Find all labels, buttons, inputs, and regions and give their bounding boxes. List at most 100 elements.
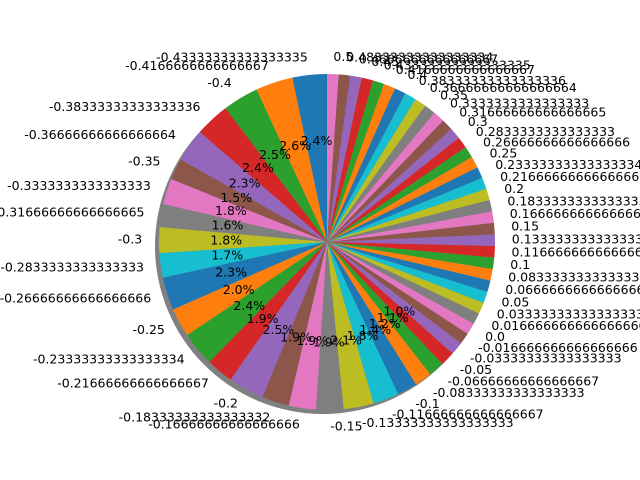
pie-slice [327, 120, 452, 242]
pie-slice [327, 77, 373, 243]
pie-slice [327, 80, 385, 242]
pie-slice [327, 242, 488, 303]
slice-label: 0.48333333333333334 [346, 50, 493, 65]
pie-slice [327, 128, 459, 242]
slice-labels: -0.43333333333333335-0.4166666666666667 -… [0, 49, 640, 433]
slice-label: -0.16666666666666666 [148, 416, 300, 431]
slice-label: 0.31666666666666665 [459, 104, 606, 119]
slice-label: 0.4166666666666667 [396, 62, 535, 77]
pie-slice [327, 177, 487, 242]
slice-label: -0.23333333333333334 [33, 351, 185, 366]
pie-slice [288, 242, 327, 410]
percent-label: 1.8% [210, 232, 242, 247]
pie-slice [327, 242, 495, 258]
pie-slice [327, 199, 493, 242]
slice-label: 0.18333333333333332 [507, 193, 640, 208]
slice-label: -0.43333333333333335 [156, 50, 308, 65]
pie-slice [292, 74, 327, 242]
pie-slice [173, 242, 327, 336]
slice-label: 0.23333333333333334 [495, 157, 640, 172]
slice-label: -0.3 [118, 232, 142, 247]
pie-slice [171, 159, 327, 242]
slice-label: -0.4166666666666667 [125, 58, 269, 73]
percent-label: 1.8% [215, 203, 247, 218]
pie-slice [327, 137, 466, 242]
pie-slice [327, 88, 406, 242]
slice-label: 0.26666666666666666 [483, 135, 630, 150]
slice-label: 0.21666666666666667 [500, 169, 640, 184]
slice-label: 0.25 [490, 146, 518, 161]
slice-label: 0.06666666666666667 [505, 282, 640, 297]
slice-label: 0.05 [502, 294, 530, 309]
pie-slice [262, 242, 327, 406]
pie-slice [327, 75, 362, 242]
slice-label: -0.25 [133, 322, 165, 337]
slice-label: -0.016666666666666666 [478, 340, 638, 355]
pie-slice [159, 204, 327, 242]
slice-label: 0.2 [504, 181, 524, 196]
pie-slice [316, 242, 344, 411]
pie-slice [327, 242, 431, 385]
pie-slice [327, 167, 483, 242]
pie-slice [327, 242, 493, 281]
pie-slice [199, 108, 327, 242]
percent-label: 2.4% [301, 133, 333, 148]
slice-label: -0.35 [128, 153, 160, 168]
percent-label: 2.4% [233, 298, 265, 313]
slice-label: -0.2833333333333333 [0, 259, 144, 274]
pie-slice [327, 234, 495, 246]
slice-label: -0.03333333333333333 [470, 351, 622, 366]
slice-label: 0.4 [408, 67, 428, 82]
pie-slice [327, 211, 494, 242]
slice-label: 0.43333333333333335 [384, 58, 531, 73]
pie-slice [163, 179, 327, 242]
slice-label: 0.15 [511, 219, 539, 234]
pie-slices [158, 73, 495, 411]
slice-label: -0.38333333333333336 [49, 99, 201, 114]
pie-slice [327, 242, 495, 270]
slice-label: -0.06666666666666667 [448, 374, 600, 389]
slice-label: -0.15 [330, 418, 362, 433]
pie-slice [327, 156, 478, 242]
percent-label: 2.4% [242, 160, 274, 175]
slice-label: -0.1 [415, 396, 439, 411]
percent-label: 2.1% [330, 333, 362, 348]
slice-label: 0.08333333333333333 [508, 270, 640, 285]
pie-slice [225, 89, 327, 242]
slice-label: 0.36666666666666664 [430, 80, 577, 95]
pie-slice [327, 105, 435, 242]
slice-label: 0.2833333333333333 [476, 124, 615, 139]
pie-slice [327, 242, 468, 344]
slice-label: -0.2 [214, 395, 238, 410]
slice-label: 0.11666666666666667 [512, 244, 640, 259]
slice-label: 0.3333333333333333 [450, 96, 589, 111]
percent-label: 1.9% [296, 333, 328, 348]
pie-slice [327, 242, 453, 364]
pie-slice [327, 242, 374, 410]
percent-label: 2.0% [223, 282, 255, 297]
pie-slice [158, 227, 327, 254]
slice-label: 0.03333333333333333 [497, 306, 640, 321]
percent-label: 1.1% [377, 310, 409, 325]
pie-slice [327, 93, 416, 243]
pie-slice [187, 242, 327, 362]
percent-labels: 2.4%2.6%2.5%2.4%2.3%1.5%1.8%1.6%1.8%1.7%… [210, 133, 415, 349]
pie-slice [327, 242, 484, 314]
slice-label: 0.16666666666666666 [510, 206, 640, 221]
slice-label: 0.38333333333333336 [419, 73, 566, 88]
percent-label: 1.7% [211, 248, 243, 263]
slice-label: 0.4666666666666667 [359, 52, 498, 67]
slice-label: -0.11666666666666667 [392, 407, 544, 422]
percent-label: 2.5% [263, 322, 295, 337]
slice-label: 0.016666666666666666 [491, 318, 640, 333]
slice-label: -0.18333333333333332 [119, 409, 271, 424]
pie-slice [230, 242, 327, 398]
percent-label: 2.3% [229, 176, 261, 191]
pie-slice [327, 242, 491, 292]
pie-slice [180, 132, 327, 242]
percent-label: 1.0% [384, 304, 416, 319]
percent-label: 1.9% [247, 311, 279, 326]
slice-label: 0.0 [485, 329, 505, 344]
slice-label: -0.4 [207, 75, 231, 90]
pie-slice [327, 242, 443, 375]
